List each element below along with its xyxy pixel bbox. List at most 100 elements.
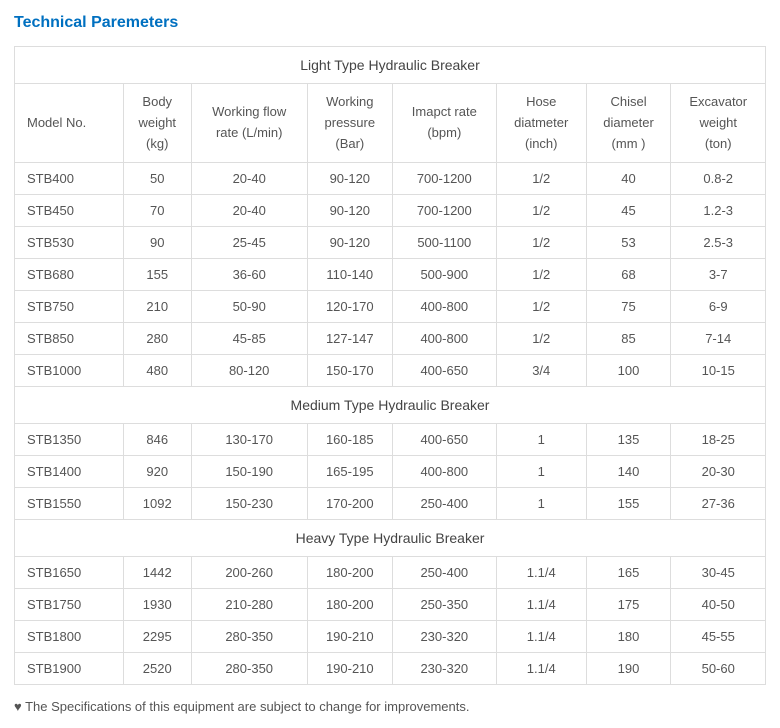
model-cell: STB530	[15, 227, 124, 259]
data-cell: 50	[124, 163, 192, 195]
data-cell: 1/2	[496, 323, 586, 355]
data-cell: 90-120	[307, 227, 392, 259]
data-cell: 1092	[124, 488, 192, 520]
data-cell: 45-85	[191, 323, 307, 355]
table-row: STB4507020-4090-120700-12001/2451.2-3	[15, 195, 766, 227]
data-cell: 1	[496, 456, 586, 488]
model-cell: STB400	[15, 163, 124, 195]
data-cell: 700-1200	[392, 195, 496, 227]
data-cell: 250-400	[392, 557, 496, 589]
data-cell: 127-147	[307, 323, 392, 355]
table-row: STB1400920150-190165-195400-800114020-30	[15, 456, 766, 488]
data-cell: 280-350	[191, 621, 307, 653]
data-cell: 170-200	[307, 488, 392, 520]
column-header: Bodyweight(kg)	[124, 84, 192, 163]
column-header: Chiseldiameter(mm )	[586, 84, 671, 163]
data-cell: 1442	[124, 557, 192, 589]
data-cell: 1.1/4	[496, 589, 586, 621]
data-cell: 200-260	[191, 557, 307, 589]
section-header: Medium Type Hydraulic Breaker	[15, 387, 766, 424]
data-cell: 280	[124, 323, 192, 355]
data-cell: 210-280	[191, 589, 307, 621]
data-cell: 250-400	[392, 488, 496, 520]
table-row: STB17501930210-280180-200250-3501.1/4175…	[15, 589, 766, 621]
data-cell: 45-55	[671, 621, 766, 653]
table-row: STB1350846130-170160-185400-650113518-25	[15, 424, 766, 456]
data-cell: 400-800	[392, 323, 496, 355]
data-cell: 190	[586, 653, 671, 685]
data-cell: 1930	[124, 589, 192, 621]
table-row: STB16501442200-260180-200250-4001.1/4165…	[15, 557, 766, 589]
data-cell: 150-170	[307, 355, 392, 387]
data-cell: 920	[124, 456, 192, 488]
column-header: Imapct rate(bpm)	[392, 84, 496, 163]
data-cell: 190-210	[307, 653, 392, 685]
data-cell: 250-350	[392, 589, 496, 621]
data-cell: 45	[586, 195, 671, 227]
data-cell: 1/2	[496, 227, 586, 259]
data-cell: 70	[124, 195, 192, 227]
data-cell: 90-120	[307, 163, 392, 195]
data-cell: 846	[124, 424, 192, 456]
table-row: STB85028045-85127-147400-8001/2857-14	[15, 323, 766, 355]
data-cell: 50-90	[191, 291, 307, 323]
data-cell: 0.8-2	[671, 163, 766, 195]
data-cell: 175	[586, 589, 671, 621]
table-row: STB18002295280-350190-210230-3201.1/4180…	[15, 621, 766, 653]
data-cell: 160-185	[307, 424, 392, 456]
data-cell: 180-200	[307, 589, 392, 621]
data-cell: 20-30	[671, 456, 766, 488]
data-cell: 150-230	[191, 488, 307, 520]
data-cell: 20-40	[191, 195, 307, 227]
table-row: STB68015536-60110-140500-9001/2683-7	[15, 259, 766, 291]
column-header: Excavatorweight(ton)	[671, 84, 766, 163]
data-cell: 1/2	[496, 163, 586, 195]
data-cell: 18-25	[671, 424, 766, 456]
data-cell: 400-800	[392, 291, 496, 323]
data-cell: 40	[586, 163, 671, 195]
data-cell: 165	[586, 557, 671, 589]
data-cell: 3-7	[671, 259, 766, 291]
data-cell: 1/2	[496, 195, 586, 227]
model-cell: STB1900	[15, 653, 124, 685]
data-cell: 100	[586, 355, 671, 387]
data-cell: 135	[586, 424, 671, 456]
data-cell: 110-140	[307, 259, 392, 291]
table-row: STB4005020-4090-120700-12001/2400.8-2	[15, 163, 766, 195]
data-cell: 20-40	[191, 163, 307, 195]
data-cell: 1.1/4	[496, 653, 586, 685]
model-cell: STB1750	[15, 589, 124, 621]
data-cell: 36-60	[191, 259, 307, 291]
data-cell: 230-320	[392, 653, 496, 685]
table-row: STB15501092150-230170-200250-400115527-3…	[15, 488, 766, 520]
model-cell: STB1650	[15, 557, 124, 589]
data-cell: 6-9	[671, 291, 766, 323]
data-cell: 165-195	[307, 456, 392, 488]
model-cell: STB1800	[15, 621, 124, 653]
data-cell: 25-45	[191, 227, 307, 259]
model-cell: STB1400	[15, 456, 124, 488]
page-title: Technical Paremeters	[14, 14, 766, 32]
model-cell: STB750	[15, 291, 124, 323]
model-cell: STB450	[15, 195, 124, 227]
table-row: STB5309025-4590-120500-11001/2532.5-3	[15, 227, 766, 259]
data-cell: 155	[124, 259, 192, 291]
data-cell: 53	[586, 227, 671, 259]
data-cell: 1/2	[496, 259, 586, 291]
table-row: STB100048080-120150-170400-6503/410010-1…	[15, 355, 766, 387]
data-cell: 75	[586, 291, 671, 323]
data-cell: 1.2-3	[671, 195, 766, 227]
data-cell: 280-350	[191, 653, 307, 685]
data-cell: 68	[586, 259, 671, 291]
data-cell: 140	[586, 456, 671, 488]
data-cell: 85	[586, 323, 671, 355]
column-header: Model No.	[15, 84, 124, 163]
data-cell: 480	[124, 355, 192, 387]
data-cell: 120-170	[307, 291, 392, 323]
data-cell: 1	[496, 424, 586, 456]
data-cell: 3/4	[496, 355, 586, 387]
model-cell: STB1000	[15, 355, 124, 387]
section-header: Light Type Hydraulic Breaker	[15, 47, 766, 84]
data-cell: 400-650	[392, 355, 496, 387]
table-row: STB75021050-90120-170400-8001/2756-9	[15, 291, 766, 323]
